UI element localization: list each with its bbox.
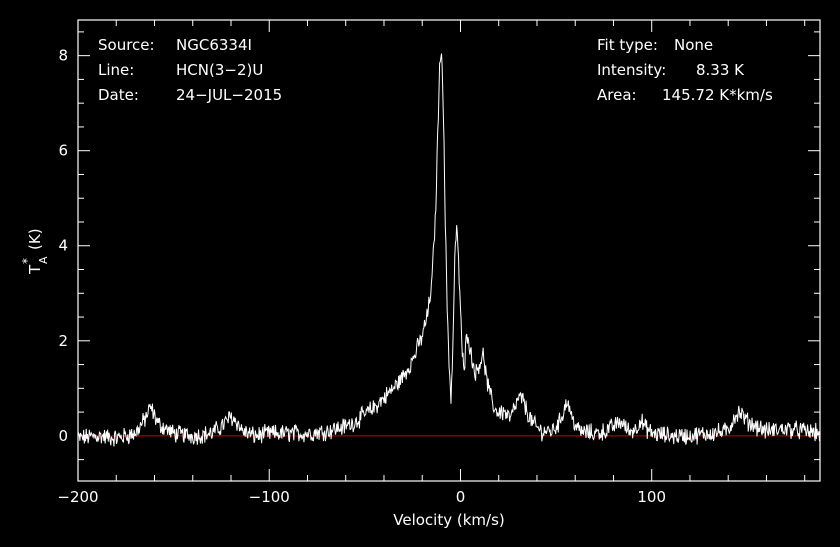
y-axis-title-sup: * [20,258,34,264]
header-left: Source: NGC6334I Line: HCN(3−2)U Date: 2… [98,36,282,104]
intensity-label: Intensity: [597,61,666,79]
y-tick-label: 0 [58,427,68,445]
y-axis-title: T * A (K) [20,228,50,275]
source-value: NGC6334I [176,36,252,54]
intensity-value: 8.33 K [696,61,745,79]
source-label: Source: [98,36,155,54]
y-axis-title-main: T [26,264,44,275]
area-value: 145.72 K*km/s [662,86,773,104]
plot-frame [77,19,821,482]
y-tick-label: 4 [58,237,68,255]
line-value: HCN(3−2)U [176,61,263,79]
y-axis-title-sub: A [37,256,50,264]
x-tick-label: 100 [637,488,666,506]
y-tick-label: 6 [58,142,68,160]
x-axis-title: Velocity (km/s) [393,511,504,529]
spectrum-series [77,53,821,447]
y-axis-title-unit: (K) [26,228,44,250]
date-value: 24−JUL−2015 [176,86,282,104]
x-tick-label: −100 [249,488,290,506]
date-label: Date: [98,86,139,104]
header-right: Fit type: None Intensity: 8.33 K Area: 1… [597,36,773,104]
area-label: Area: [597,86,637,104]
x-tick-label: −200 [57,488,98,506]
x-tick-label: 0 [456,488,466,506]
fit-type-label: Fit type: [597,36,658,54]
line-label: Line: [98,61,134,79]
x-tick-labels: −200 −100 0 100 [57,488,666,506]
y-tick-label: 8 [58,47,68,65]
fit-type-value: None [674,36,713,54]
y-tick-label: 2 [58,332,68,350]
y-tick-labels: 0 2 4 6 8 [58,47,68,445]
